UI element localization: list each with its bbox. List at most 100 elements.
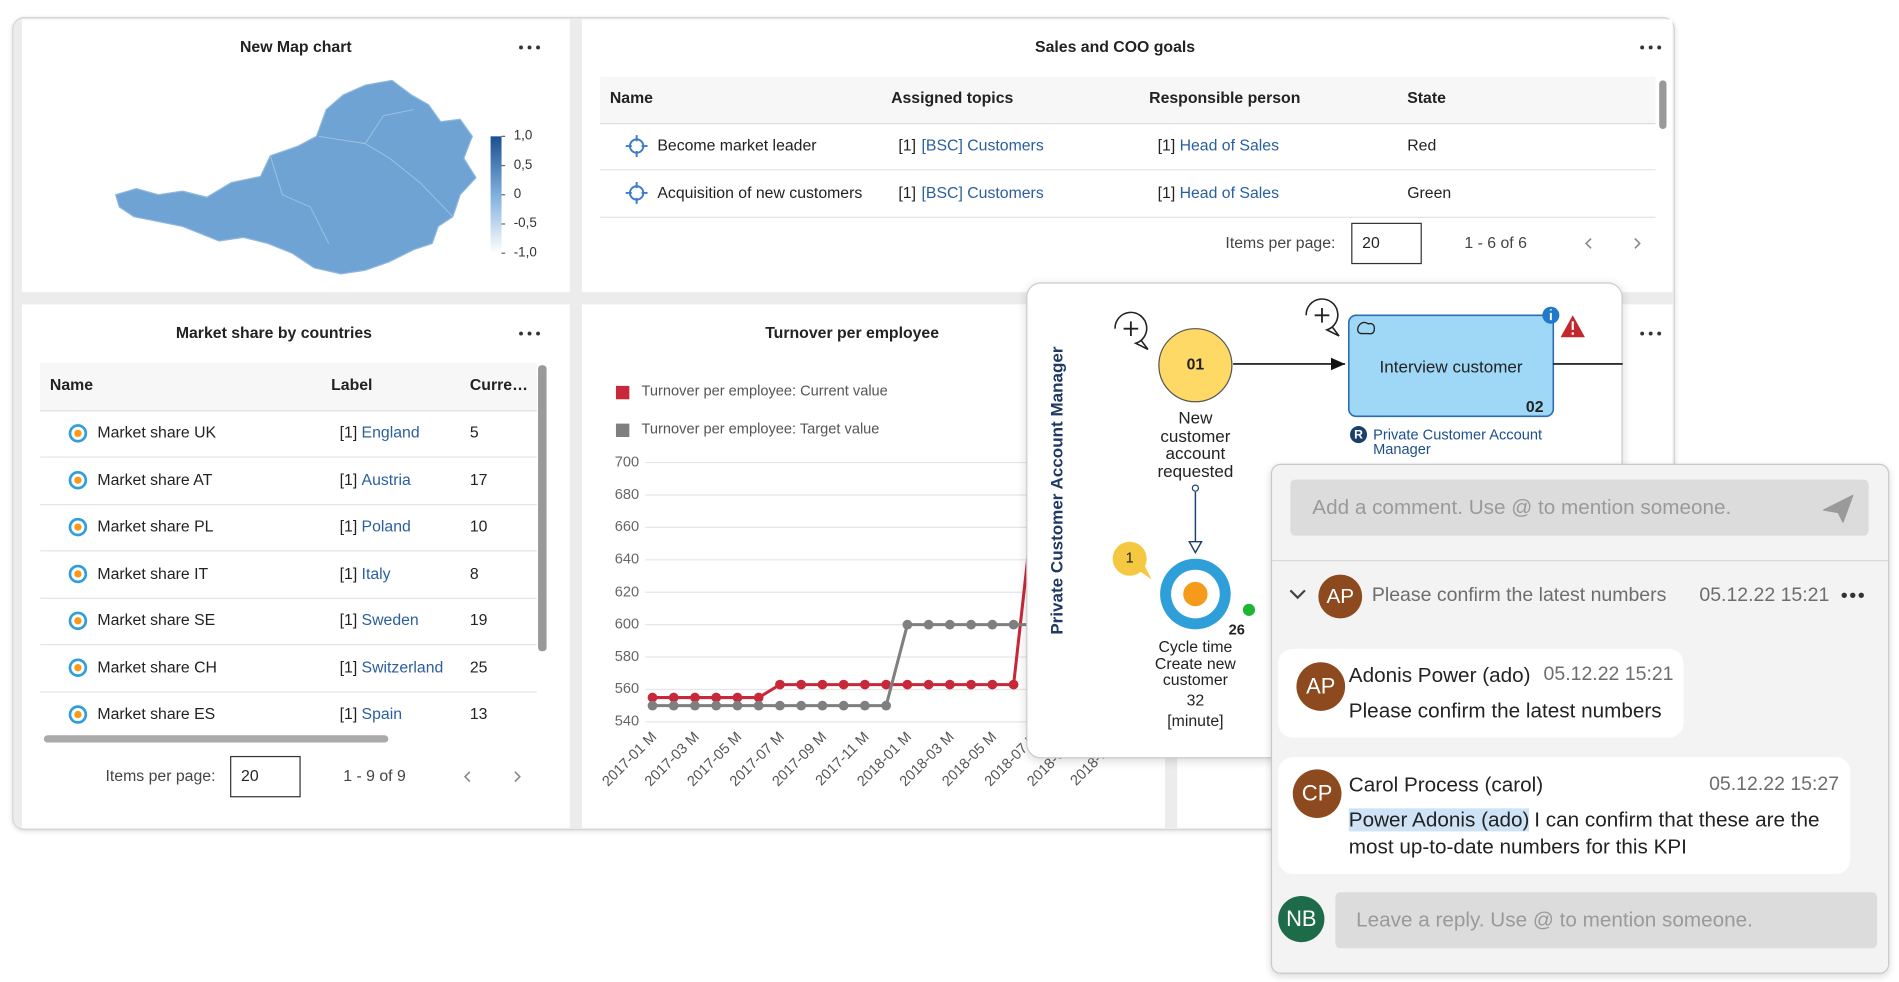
y-tick-label: 700	[614, 452, 640, 471]
column-header[interactable]: Curre…	[469, 375, 528, 394]
kpi-unit: [minute]	[1167, 711, 1224, 730]
count: [1]	[339, 704, 358, 723]
horizontal-scrollbar[interactable]	[43, 735, 389, 743]
row-divider	[40, 550, 537, 552]
color-bar-label: 0,5	[513, 157, 533, 173]
placeholder: Add a comment. Use @ to mention someone.	[1312, 495, 1732, 519]
reply-input[interactable]	[1335, 892, 1878, 949]
comment	[1278, 648, 1684, 738]
kpi-label: Cycle time Create new customer	[1154, 637, 1236, 689]
count: [1]	[339, 423, 358, 442]
comment-count: 1	[1125, 549, 1134, 567]
column-header[interactable]: Assigned topics	[891, 88, 1014, 107]
state: Green	[1407, 182, 1452, 201]
label-link[interactable]: Spain	[361, 704, 403, 723]
y-tick-label: 640	[614, 550, 640, 568]
count: [1]	[1157, 135, 1176, 155]
count: [1]	[1157, 182, 1176, 201]
date: 05.12.22 15:27	[1709, 773, 1840, 795]
y-tick-label: 560	[614, 679, 640, 697]
label-link[interactable]: Sweden	[361, 610, 419, 629]
row-divider	[40, 690, 537, 693]
row-divider	[40, 503, 537, 505]
goal-name[interactable]: Become market leader	[657, 135, 817, 155]
kpi-name[interactable]: Market share PL	[97, 516, 214, 536]
topic-link[interactable]: [BSC] Customers	[921, 182, 1044, 201]
y-tick-label: 620	[614, 582, 640, 600]
kpi-name[interactable]: Market share AT	[97, 469, 213, 489]
mention[interactable]: Power Adonis (ado)	[1348, 808, 1530, 832]
widget-title: Sales and COO goals	[1035, 37, 1196, 56]
date: 05.12.22 15:21	[1543, 664, 1674, 686]
y-tick-label: 680	[614, 485, 640, 503]
person-link[interactable]: Head of Sales	[1179, 182, 1279, 201]
chart-title: Turnover per employee	[765, 323, 940, 342]
current-value: 10	[469, 516, 488, 536]
widget-title: Market share by countries	[175, 323, 372, 342]
count: [1]	[898, 182, 916, 201]
kpi-name[interactable]: Market share IT	[97, 563, 209, 582]
role-link[interactable]: Private Customer Account Manager	[1373, 426, 1543, 458]
label-link[interactable]: Switzerland	[361, 657, 444, 676]
legend-label: Turnover per employee: Target value	[641, 420, 880, 438]
avatar	[1296, 662, 1346, 711]
kpi-name[interactable]: Market share CH	[97, 657, 217, 676]
page-size-select[interactable]	[230, 755, 301, 798]
kpi-name[interactable]: Market share ES	[97, 704, 216, 723]
current-value: 8	[469, 563, 479, 582]
person-link[interactable]: Head of Sales	[1179, 135, 1279, 155]
column-header[interactable]: Label	[331, 375, 373, 394]
items-per-page-label: Items per page:	[105, 766, 216, 785]
row-divider	[40, 643, 537, 646]
label-link[interactable]: Poland	[361, 516, 411, 536]
label-link[interactable]: Austria	[361, 469, 411, 489]
y-tick-label: 540	[614, 712, 640, 730]
scrollbar[interactable]	[1659, 80, 1667, 130]
color-bar-label: -1,0	[513, 245, 537, 261]
color-bar-label: 0	[513, 187, 522, 202]
comment-input[interactable]	[1290, 479, 1869, 536]
column-header[interactable]: Name	[609, 88, 653, 107]
current-value: 13	[469, 704, 488, 723]
goal-name[interactable]: Acquisition of new customers	[657, 182, 863, 201]
page-range: 1 - 6 of 6	[1464, 233, 1527, 252]
column-header[interactable]: State	[1407, 88, 1446, 107]
topic-link[interactable]: [BSC] Customers	[921, 135, 1044, 155]
label-link[interactable]: England	[361, 423, 420, 442]
divider	[1272, 559, 1889, 562]
items-per-page-label: Items per page:	[1225, 233, 1336, 252]
comment-text: I can confirm that these are the most up…	[1348, 808, 1820, 858]
author: Adonis Power (ado)	[1348, 663, 1531, 687]
avatar	[1318, 574, 1363, 619]
page-size-select[interactable]	[1351, 222, 1422, 265]
current-value: 17	[469, 469, 488, 489]
lane-label: Private Customer Account Manager	[1046, 346, 1067, 635]
map-widget	[21, 19, 570, 293]
color-bar-label: 1,0	[513, 128, 533, 144]
label-link[interactable]: Italy	[361, 563, 391, 582]
kpi-name[interactable]: Market share SE	[97, 610, 216, 629]
avatar	[1292, 769, 1342, 819]
column-header[interactable]: Name	[49, 375, 94, 394]
row-divider	[600, 216, 1656, 218]
count: [1]	[339, 516, 358, 536]
task-number: 02	[1525, 397, 1544, 416]
event-number: 01	[1186, 354, 1205, 374]
current-value: 19	[469, 610, 488, 629]
page-range: 1 - 9 of 9	[343, 766, 406, 785]
legend-label: Turnover per employee: Current value	[641, 382, 888, 400]
page-size-value: 20	[241, 766, 259, 785]
row-divider	[600, 169, 1656, 171]
count: [1]	[898, 135, 916, 155]
kpi-name[interactable]: Market share UK	[97, 423, 217, 442]
scrollbar[interactable]	[538, 365, 547, 652]
count: [1]	[339, 563, 358, 582]
avatar-initials: CP	[1301, 781, 1333, 806]
avatar-initials: NB	[1286, 906, 1317, 931]
avatar	[1278, 895, 1325, 943]
kpi-count: 26	[1228, 620, 1245, 638]
y-tick-label: 580	[614, 647, 640, 665]
column-header[interactable]: Responsible person	[1149, 88, 1301, 107]
table-header	[40, 362, 537, 412]
